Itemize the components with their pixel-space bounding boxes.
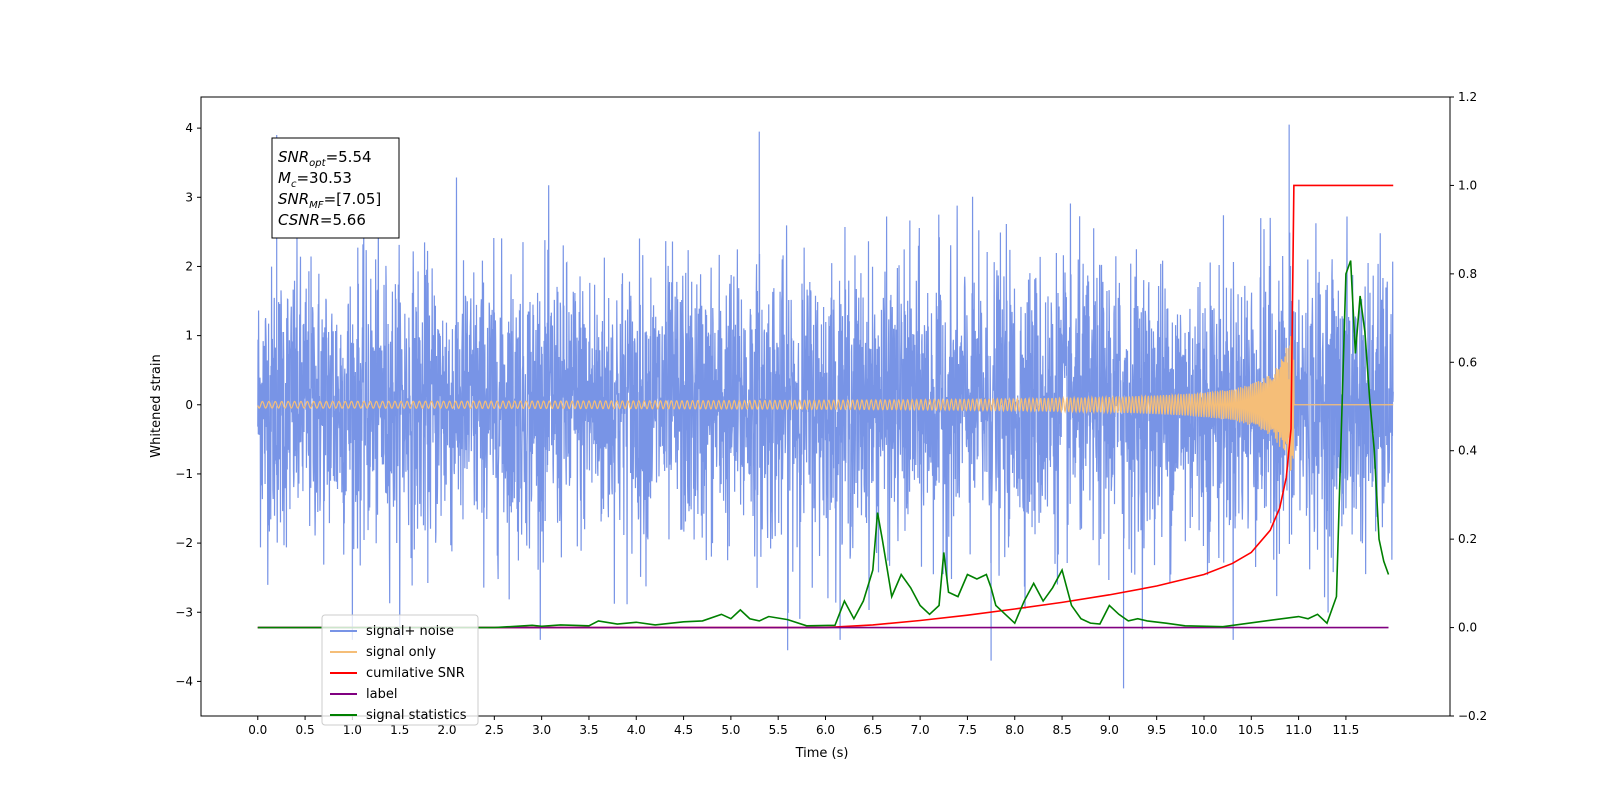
x-tick-label: 2.0 <box>437 723 456 737</box>
series-signal-statistics <box>257 260 1390 629</box>
x-tick-label: 9.0 <box>1100 723 1119 737</box>
x-tick-label: 6.5 <box>863 723 882 737</box>
x-tick-label: 5.5 <box>769 723 788 737</box>
x-tick-label: 4.0 <box>627 723 646 737</box>
legend: signal+ noise signal only cumilative SNR la… <box>321 614 479 726</box>
y-tick-label: 0 <box>185 398 193 412</box>
x-tick-label: 6.0 <box>816 723 835 737</box>
y2-tick-label: 0.0 <box>1458 621 1477 635</box>
legend-label: signal+ noise <box>366 624 454 639</box>
annotation-line: SNRMF=[7.05] <box>278 190 381 211</box>
x-tick-label: 8.5 <box>1053 723 1072 737</box>
series-layer <box>257 124 1394 689</box>
x-tick-label: 10.0 <box>1191 723 1218 737</box>
x-tick-label: 7.0 <box>911 723 930 737</box>
x-tick-label: 3.5 <box>579 723 598 737</box>
y-tick-label: −1 <box>175 467 193 481</box>
x-tick-label: 0.0 <box>248 723 267 737</box>
x-tick-label: 1.0 <box>343 723 362 737</box>
x-tick-label: 9.5 <box>1147 723 1166 737</box>
x-tick-label: 5.0 <box>721 723 740 737</box>
legend-label: cumilative SNR <box>366 666 465 681</box>
x-axis: 0.0 0.5 1.0 1.5 2.0 2.5 3.0 3.5 4.0 4.5 5.0 5.5 6.0 6… <box>248 716 1359 737</box>
y2-tick-label: 1.2 <box>1458 90 1477 104</box>
y-tick-label: 2 <box>185 259 193 273</box>
y-axis-left: −4 −3 −2 −1 0 1 2 3 4 <box>175 121 201 688</box>
y2-tick-label: 0.2 <box>1458 532 1477 546</box>
annotation-symbol: SNR <box>278 190 309 208</box>
legend-box <box>321 614 479 726</box>
y-tick-label: 1 <box>185 329 193 343</box>
x-tick-label: 8.0 <box>1005 723 1024 737</box>
annotation-value: =5.66 <box>320 211 366 229</box>
x-tick-label: 1.5 <box>390 723 409 737</box>
legend-label: signal only <box>366 645 436 660</box>
y-tick-label: −2 <box>175 536 193 550</box>
series-cumulative-snr <box>257 184 1394 629</box>
series-signal-only <box>257 314 1394 471</box>
y2-tick-label: −0.2 <box>1458 709 1487 723</box>
x-tick-label: 3.0 <box>532 723 551 737</box>
annotation-symbol: SNR <box>278 148 309 166</box>
y-tick-label: −3 <box>175 605 193 619</box>
y-tick-label: −4 <box>175 674 193 688</box>
annotation-value: =[7.05] <box>324 190 382 208</box>
annotation-subscript: opt <box>309 158 326 169</box>
y-axis-right: −0.2 0.0 0.2 0.4 0.6 0.8 1.0 1.2 <box>1450 90 1487 723</box>
x-tick-label: 0.5 <box>296 723 315 737</box>
annotation-symbol: CSNR <box>278 211 320 229</box>
x-tick-label: 11.0 <box>1285 723 1312 737</box>
y-tick-label: 3 <box>185 190 193 204</box>
y2-tick-label: 0.6 <box>1458 355 1477 369</box>
y-axis-label: Whitened strain <box>149 354 164 457</box>
annotation-line: SNRopt=5.54 <box>278 148 372 169</box>
y2-tick-label: 1.0 <box>1458 178 1477 192</box>
x-tick-label: 4.5 <box>674 723 693 737</box>
x-tick-label: 7.5 <box>958 723 977 737</box>
annotation-value: =30.53 <box>296 169 352 187</box>
annotation-value: =5.54 <box>326 148 372 166</box>
annotation-subscript: MF <box>309 200 324 211</box>
y2-tick-label: 0.4 <box>1458 444 1477 458</box>
x-axis-label: Time (s) <box>795 746 849 761</box>
annotation-box <box>271 137 400 239</box>
x-tick-label: 2.5 <box>485 723 504 737</box>
annotation-symbol: M <box>278 169 291 187</box>
legend-label: signal statistics <box>366 708 467 723</box>
y2-tick-label: 0.8 <box>1458 267 1477 281</box>
y-tick-label: 4 <box>185 121 193 135</box>
x-tick-label: 10.5 <box>1238 723 1265 737</box>
annotation-subscript: c <box>291 179 297 190</box>
x-tick-label: 11.5 <box>1333 723 1360 737</box>
annotation-line: Mc=30.53 <box>278 169 352 190</box>
legend-label: label <box>366 687 397 702</box>
annotation-line: CSNR=5.66 <box>278 211 366 229</box>
